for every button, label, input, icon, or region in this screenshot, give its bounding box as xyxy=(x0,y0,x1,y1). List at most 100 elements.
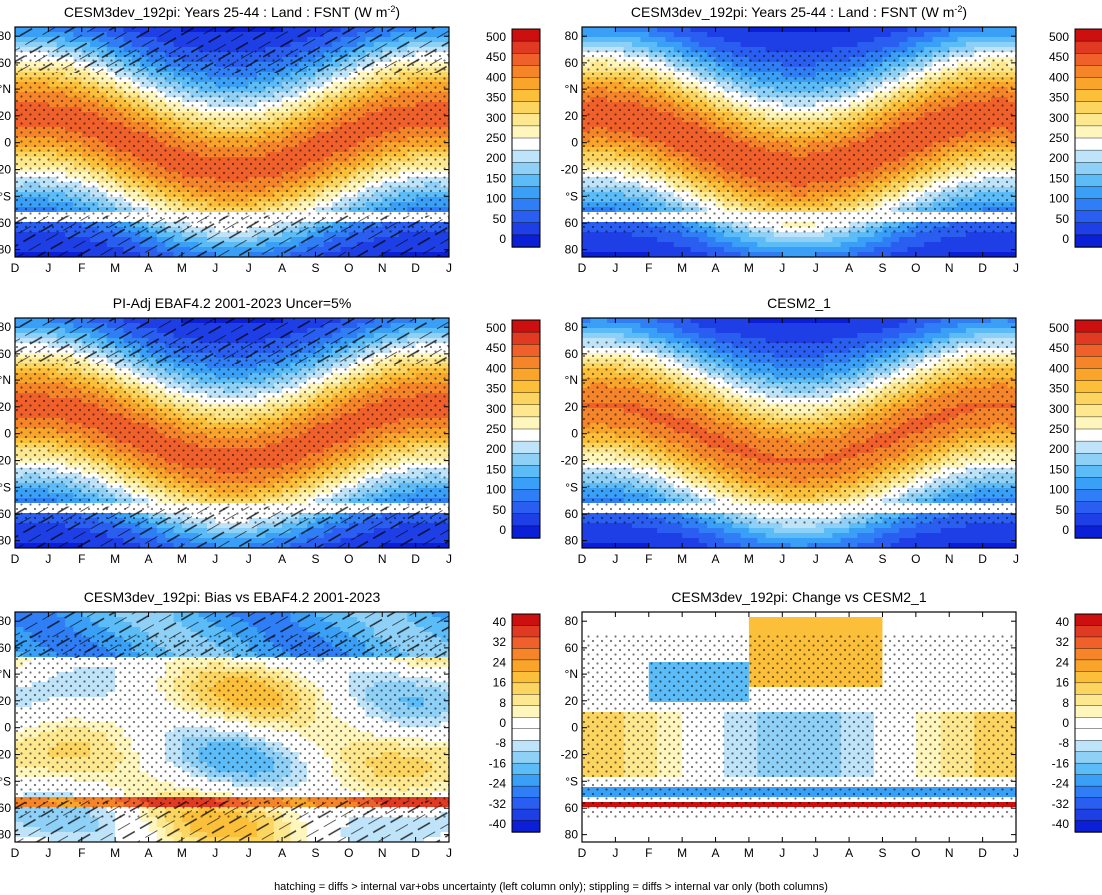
field-cell xyxy=(673,247,683,253)
field-cell xyxy=(715,247,725,253)
field-cell xyxy=(982,27,992,33)
field-cell xyxy=(949,32,959,38)
x-tick-label: A xyxy=(278,261,286,275)
field-cell xyxy=(907,47,917,53)
field-cell xyxy=(615,252,625,257)
colorbar-label: 300 xyxy=(1049,111,1069,125)
field-cell xyxy=(757,42,767,48)
field-cell xyxy=(648,232,658,238)
field-cell xyxy=(648,42,658,48)
field-cell xyxy=(940,247,950,253)
field-cell xyxy=(990,247,1000,253)
chart-panel-1: CESM3dev_192pi: Years 25-44 : Land : FSN… xyxy=(0,4,541,275)
field-cell xyxy=(640,237,650,243)
field-cell xyxy=(882,47,892,53)
field-cell xyxy=(799,42,808,48)
field-cell xyxy=(740,37,750,43)
field-cell xyxy=(949,37,959,43)
field-cell xyxy=(582,32,591,38)
field-cell xyxy=(865,27,875,33)
field-cell xyxy=(865,247,875,253)
field-cell xyxy=(990,237,1000,243)
field-cell xyxy=(590,252,600,257)
field-cell xyxy=(682,47,692,53)
field-cell xyxy=(799,32,808,38)
stippling-overlay xyxy=(582,50,1016,234)
colorbar-swatch xyxy=(1074,53,1102,67)
field-cell xyxy=(673,37,683,43)
field-cell xyxy=(857,237,867,243)
field-cell xyxy=(757,47,767,53)
field-cell xyxy=(924,47,934,53)
field-cell xyxy=(707,47,717,53)
field-cell xyxy=(615,232,625,238)
field-cell xyxy=(723,47,733,53)
field-cell xyxy=(623,252,633,257)
field-cell xyxy=(773,27,783,33)
field-cell xyxy=(782,32,792,38)
colorbar-swatch xyxy=(1074,89,1102,103)
field-cell xyxy=(782,252,792,257)
field-cell xyxy=(957,242,967,248)
field-cell xyxy=(824,252,833,257)
field-cell xyxy=(598,242,608,248)
field-cell xyxy=(598,252,608,257)
field-cell xyxy=(590,232,600,238)
field-cell xyxy=(590,47,600,53)
field-cell xyxy=(974,252,984,257)
field-cell xyxy=(890,47,900,53)
colorbar-swatch xyxy=(511,125,541,139)
colorbar-swatch xyxy=(1074,77,1102,91)
field-cell xyxy=(615,242,625,248)
field-cell xyxy=(865,47,875,53)
field-cell xyxy=(940,27,950,33)
field-cell xyxy=(765,47,775,53)
field-cell xyxy=(990,32,1000,38)
field-cell xyxy=(940,42,950,48)
field-cell xyxy=(682,32,692,38)
field-cell xyxy=(748,242,758,248)
x-tick-label: A xyxy=(845,261,853,275)
colorbar-swatch xyxy=(511,101,541,115)
field-cell xyxy=(715,42,725,48)
y-tick-label: 60 xyxy=(565,216,579,230)
field-cell xyxy=(740,42,750,48)
field-cell xyxy=(924,232,934,238)
field-cell xyxy=(598,47,608,53)
field-cell xyxy=(740,252,750,257)
field-cell xyxy=(840,42,850,48)
field-cell xyxy=(648,47,658,53)
field-cell xyxy=(632,247,642,253)
field-cell xyxy=(690,47,700,53)
field-cell xyxy=(765,237,775,243)
field-cell xyxy=(832,247,842,253)
field-cell xyxy=(657,232,667,238)
field-cell xyxy=(757,27,767,33)
field-cell xyxy=(874,47,884,53)
colorbar-swatch xyxy=(1074,149,1102,163)
x-tick-label: J xyxy=(813,261,819,275)
field-cell xyxy=(707,232,717,238)
field-cell xyxy=(882,247,892,253)
field-cell xyxy=(707,27,717,33)
field-cell xyxy=(757,37,767,43)
field-cell xyxy=(890,32,900,38)
field-cell xyxy=(765,247,775,253)
field-cell xyxy=(932,232,942,238)
field-cell xyxy=(949,242,959,248)
field-cell xyxy=(915,232,925,238)
field-cell xyxy=(782,247,792,253)
field-cell xyxy=(824,242,833,248)
field-cell xyxy=(773,32,783,38)
field-cell xyxy=(849,37,859,43)
colorbar-label: 200 xyxy=(486,151,506,165)
x-tick-label: J xyxy=(45,261,51,275)
x-tick-label: N xyxy=(945,261,954,275)
hatching-overlay-north xyxy=(15,27,449,73)
field-cell xyxy=(657,32,667,38)
field-cell xyxy=(665,32,675,38)
field-cell xyxy=(882,252,892,257)
field-cell xyxy=(932,37,942,43)
colorbar-swatch xyxy=(1074,137,1102,151)
